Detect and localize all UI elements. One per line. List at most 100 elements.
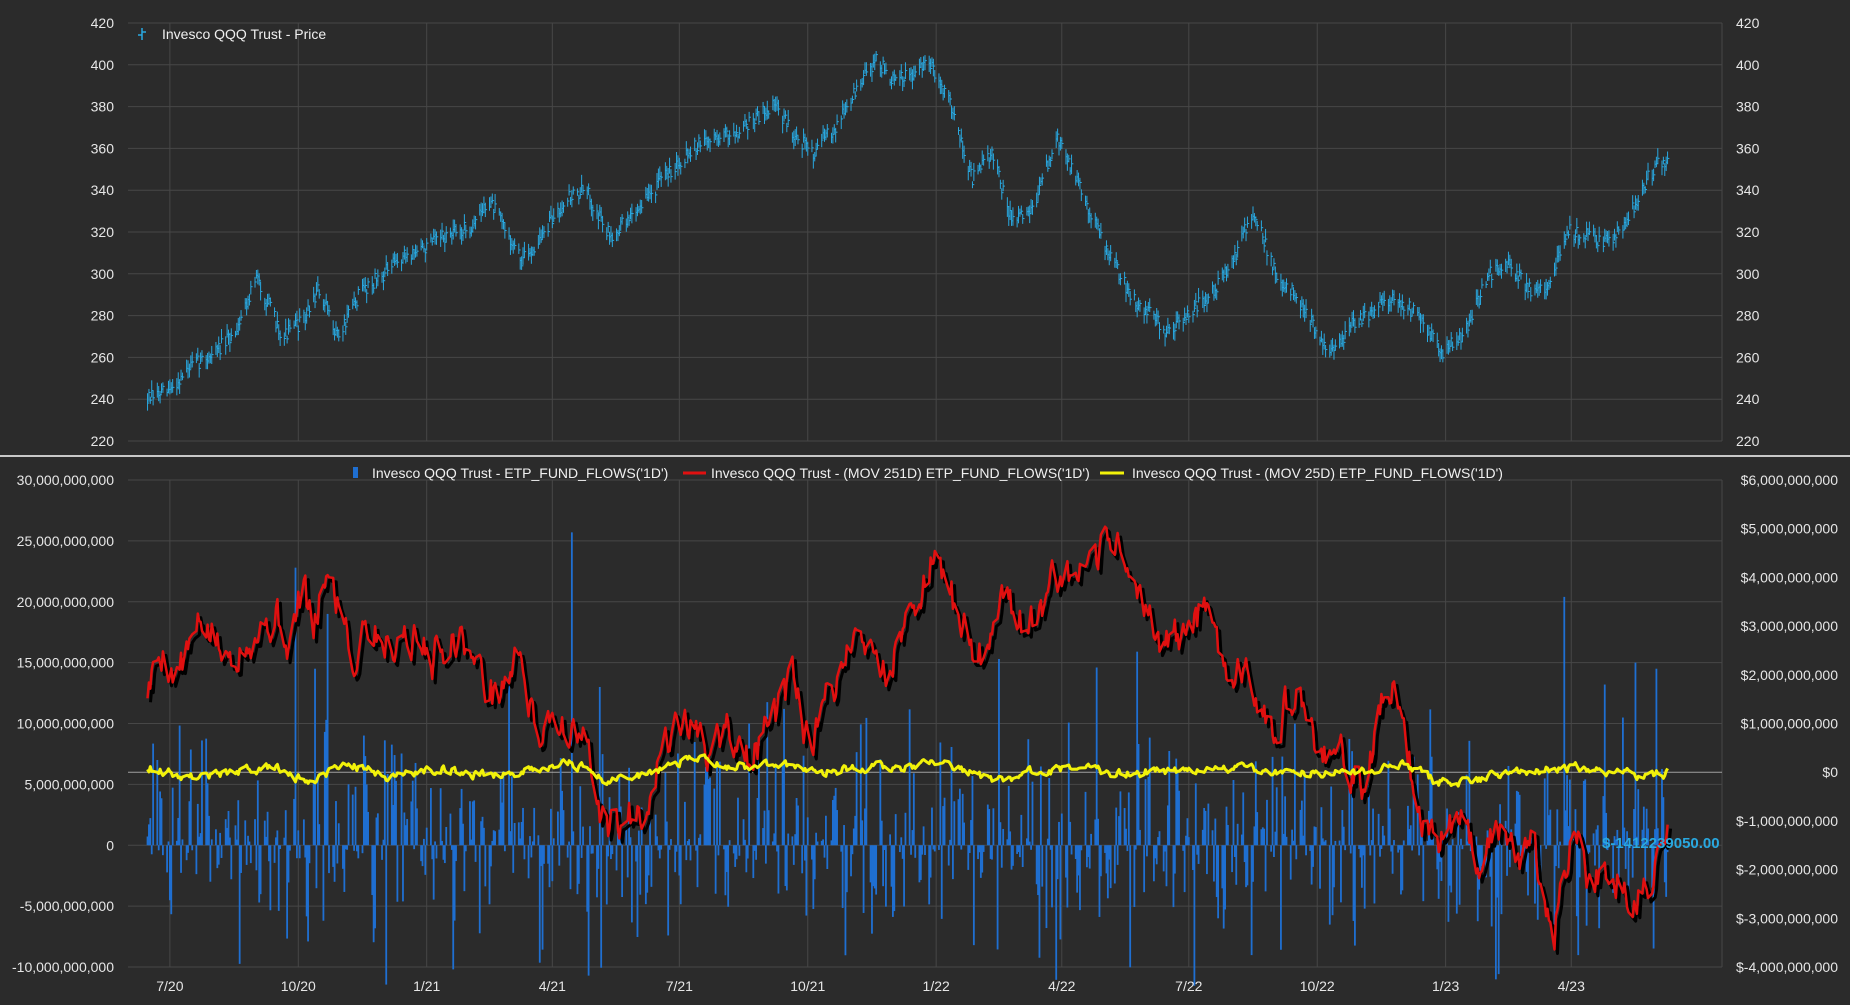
flow-bar [439,788,442,846]
flow-bar [480,821,483,846]
flow-bar [434,841,436,846]
flow-bar [481,816,484,846]
flow-bar [1080,845,1083,851]
flow-bar [664,772,667,846]
y-left-tick-label: 280 [91,308,115,324]
flow-bar [410,801,413,846]
flow-bar [1084,791,1087,846]
flow-bar [1305,845,1307,856]
last-value-label: $-1412239050.00 [1602,835,1720,852]
flow-bar [774,764,777,846]
flow-bar [205,738,208,846]
flow-bar [403,812,406,846]
flow-bar [491,840,494,846]
flow-bar [286,845,289,939]
flow-bar [335,801,337,846]
flow-bar [1016,845,1019,854]
flow-bar [1631,845,1634,878]
flow-bar [707,779,710,846]
flow-bar [942,806,945,846]
flow-bar [658,845,661,859]
flow-bar [294,567,297,846]
flow-bar [159,791,162,846]
flow-bar [1543,778,1546,846]
flow-bar [748,723,751,846]
flow-bar [1155,845,1158,865]
flow-bar [1400,845,1402,895]
flow-bar [806,817,809,846]
flow-bar [346,845,349,850]
flow-bar [1605,812,1608,846]
flow-bar [315,845,318,889]
flow-bar [273,845,276,863]
flow-bars-legend-swatch [353,467,358,478]
flow-bar [1166,805,1169,846]
flow-bar [445,826,448,846]
flow-bar [492,830,495,846]
flow-bar [1520,845,1522,857]
flow-bar [1118,816,1120,846]
flow-bar [1113,845,1116,884]
flow-bar [1566,775,1568,846]
flow-bar [791,836,794,846]
flow-bar [1010,845,1013,870]
flow-bar [577,845,580,884]
flow-bar [1633,809,1635,846]
flow-bar [861,820,864,846]
flow-bar [1460,838,1462,846]
flow-bar [1465,774,1468,846]
price-legend-label: Invesco QQQ Trust - Price [162,26,326,42]
y-left-tick-label: 0 [106,837,114,853]
flow-bar [245,845,248,865]
flow-bar [1497,845,1500,975]
flow-bar [295,845,298,859]
flow-bar [337,823,340,846]
flow-bar [1002,828,1005,846]
flow-bar [1194,783,1197,846]
flow-bar [228,837,231,846]
flow-bar [459,808,462,846]
flow-bar [1282,833,1285,846]
flow-bar [1359,845,1362,858]
flow-bar [209,845,212,882]
flow-bar [1087,845,1090,857]
flow-bar [156,759,159,846]
flow-bar [1055,845,1058,980]
flow-bar [1448,845,1451,886]
flow-bar [1412,756,1415,846]
flow-bar [1615,839,1617,846]
flow-bar [723,845,725,850]
flow-bar [1553,845,1556,936]
flow-bar [668,845,671,850]
flow-bar [304,845,307,858]
flow-bar [989,845,992,859]
flow-bar [1245,845,1247,888]
flow-bar [591,845,594,854]
flow-bar [1006,839,1009,846]
flow-bar [557,811,559,846]
flow-bar [968,845,971,853]
flow-bar [234,825,237,846]
flow-bar [777,845,780,894]
flow-bar [1289,845,1292,880]
flow-bar [1379,845,1381,857]
flow-bar [227,810,230,846]
flow-bar [610,845,612,860]
flow-bar [1217,845,1220,919]
flow-bar [494,831,496,846]
flow-bar [1331,845,1334,916]
flow-bar [1147,776,1150,846]
flow-bar [639,845,642,895]
flow-bar [929,845,932,878]
flow-bar [1041,845,1044,887]
y-left-tick-label: -5,000,000,000 [20,898,114,914]
flow-bar [175,840,178,846]
flow-bar [395,780,397,846]
flow-bar [1578,845,1581,878]
flow-bar [1017,845,1020,853]
price-legend-swatch [138,28,146,40]
flow-bar [1340,845,1342,903]
flow-bar [981,845,984,873]
flow-bar [283,837,286,846]
flow-bar [735,845,738,860]
